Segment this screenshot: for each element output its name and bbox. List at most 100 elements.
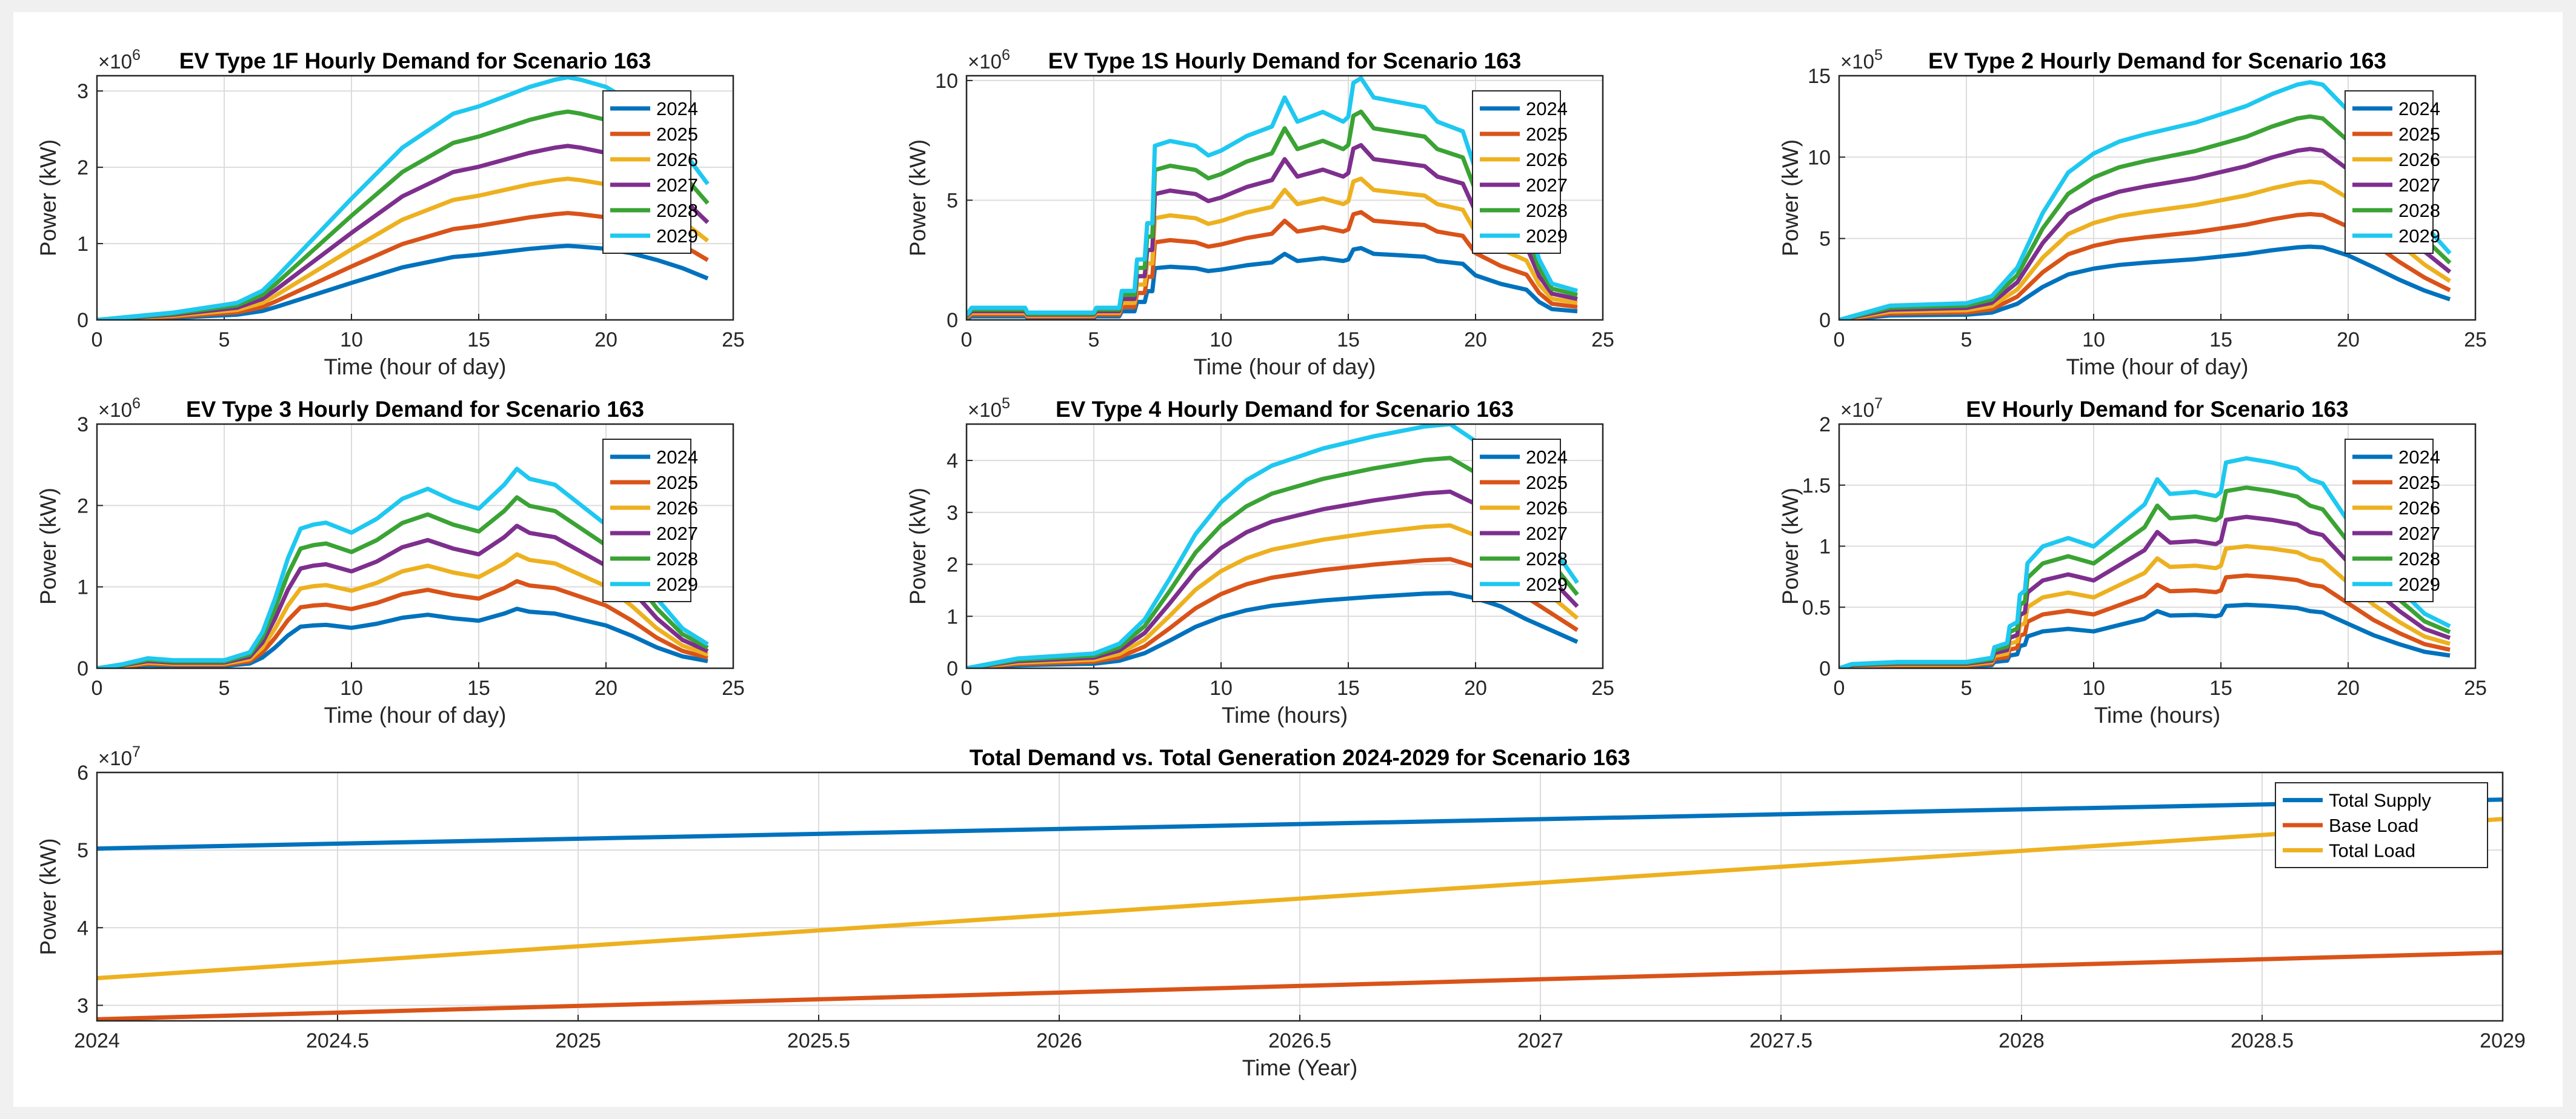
x-tick-label: 2025 [555,1029,601,1052]
x-tick-label: 0 [1834,328,1845,351]
x-axis-label: Time (hour of day) [1194,354,1376,379]
y-tick-label: 2 [1819,413,1831,436]
x-tick-label: 15 [2209,328,2232,351]
legend-label: Total Load [2329,840,2415,861]
legend-label: 2029 [1526,225,1568,247]
legend-label: 2027 [656,174,698,196]
x-tick-label: 2027 [1517,1029,1563,1052]
legend-box [2345,90,2434,254]
y-tick-label: 1 [947,605,958,628]
axes-box [96,423,734,669]
axes-box [965,75,1604,321]
y-tick-label: 4 [77,917,88,940]
x-tick-label: 2027.5 [1749,1029,1812,1052]
x-tick-label: 10 [340,677,363,700]
chart-title: Total Demand vs. Total Generation 2024-2… [970,745,1631,770]
x-tick-label: 25 [2464,328,2487,351]
x-tick-label: 2028 [1999,1029,2045,1052]
x-tick-label: 20 [594,328,617,351]
y-axis-label: Power (kW) [905,139,930,256]
y-tick-label: 4 [947,450,958,473]
legend: 2024 2025 2026 2027 2028 2029 [1472,90,1568,254]
x-tick-label: 5 [1088,328,1100,351]
series-line-total-supply [97,797,2503,851]
x-tick-label: 2026.5 [1268,1029,1331,1052]
x-axis-label: Time (hour of day) [324,354,507,379]
series-line-total-load [97,817,2503,980]
chart-title: EV Type 2 Hourly Demand for Scenario 163 [1928,48,2386,73]
axes-box [1838,423,2477,669]
axes-box [96,75,734,321]
legend-label: Base Load [2329,815,2418,836]
x-tick-label: 10 [1210,328,1233,351]
legend-label: 2026 [2398,149,2440,170]
legend-label: 2027 [656,523,698,544]
x-axis-label: Time (hour of day) [2066,354,2249,379]
series-lines [97,467,709,668]
legend-label: 2025 [1526,124,1568,145]
x-tick-label: 20 [594,677,617,700]
y-axis-label: Power (kW) [36,838,61,955]
y-tick-label: 0 [77,657,88,680]
series-line-2026 [1839,544,2451,668]
y-tick-label: 10 [1808,146,1831,169]
x-tick-label: 5 [1961,328,1972,351]
series-lines [967,76,1578,320]
legend: 2024 2025 2026 2027 2028 2029 [1472,439,1568,602]
x-tick-label: 25 [2464,677,2487,700]
legend-label: 2027 [2398,174,2440,196]
axis-exponent: ×105 [968,395,1010,421]
axis-exponent: ×105 [1840,47,1883,73]
y-tick-label: 1.5 [1802,474,1831,497]
axes-box [965,423,1604,669]
chart-title: EV Hourly Demand for Scenario 163 [1966,397,2348,422]
axis-exponent: ×107 [98,743,141,769]
y-tick-label: 3 [77,413,88,436]
legend-box [1472,90,1561,254]
series-line-2024 [1839,244,2451,320]
y-tick-label: 5 [1819,228,1831,251]
series-lines [1839,456,2451,668]
legend-label: 2026 [1526,149,1568,170]
x-tick-label: 0 [92,677,103,700]
y-tick-label: 1 [77,233,88,256]
x-tick-label: 2024.5 [306,1029,369,1052]
x-tick-label: 15 [467,328,490,351]
x-tick-label: 15 [1337,677,1360,700]
series-line-2024 [967,591,1579,668]
legend: 2024 2025 2026 2027 2028 2029 [2345,439,2440,602]
x-tick-label: 15 [2209,677,2232,700]
legend-label: 2024 [1526,447,1568,468]
y-tick-label: 10 [935,70,958,93]
series-line-2024 [1839,602,2451,668]
x-tick-label: 10 [1210,677,1233,700]
x-tick-label: 2024 [74,1029,120,1052]
axis-exponent: ×107 [1840,395,1883,421]
x-tick-label: 0 [1834,677,1845,700]
x-tick-label: 10 [340,328,363,351]
x-tick-label: 2026 [1036,1029,1082,1052]
legend: 2024 2025 2026 2027 2028 2029 [2345,90,2440,254]
y-tick-label: 0 [947,309,958,332]
legend: Total Supply Base Load Total Load [2275,782,2488,868]
chart-title: EV Type 1F Hourly Demand for Scenario 16… [179,48,651,73]
legend-label: 2027 [1526,174,1568,196]
axes-box [1838,75,2477,321]
chart-total: 2024 2024.5 2025 2025.5 2026 2026.5 2027 2027.5… [36,743,2526,1080]
series-line-2029 [967,76,1578,317]
y-tick-label: 3 [77,80,88,103]
x-axis-label: Time (hours) [2094,703,2220,728]
x-tick-label: 2025.5 [787,1029,850,1052]
legend-label: 2027 [1526,523,1568,544]
axes-box [96,771,2504,1022]
legend-label: 2024 [656,98,698,119]
y-tick-label: 2 [77,494,88,517]
y-tick-label: 0.5 [1802,596,1831,619]
x-tick-label: 20 [2337,677,2360,700]
x-tick-label: 25 [722,677,745,700]
x-tick-label: 0 [961,677,973,700]
